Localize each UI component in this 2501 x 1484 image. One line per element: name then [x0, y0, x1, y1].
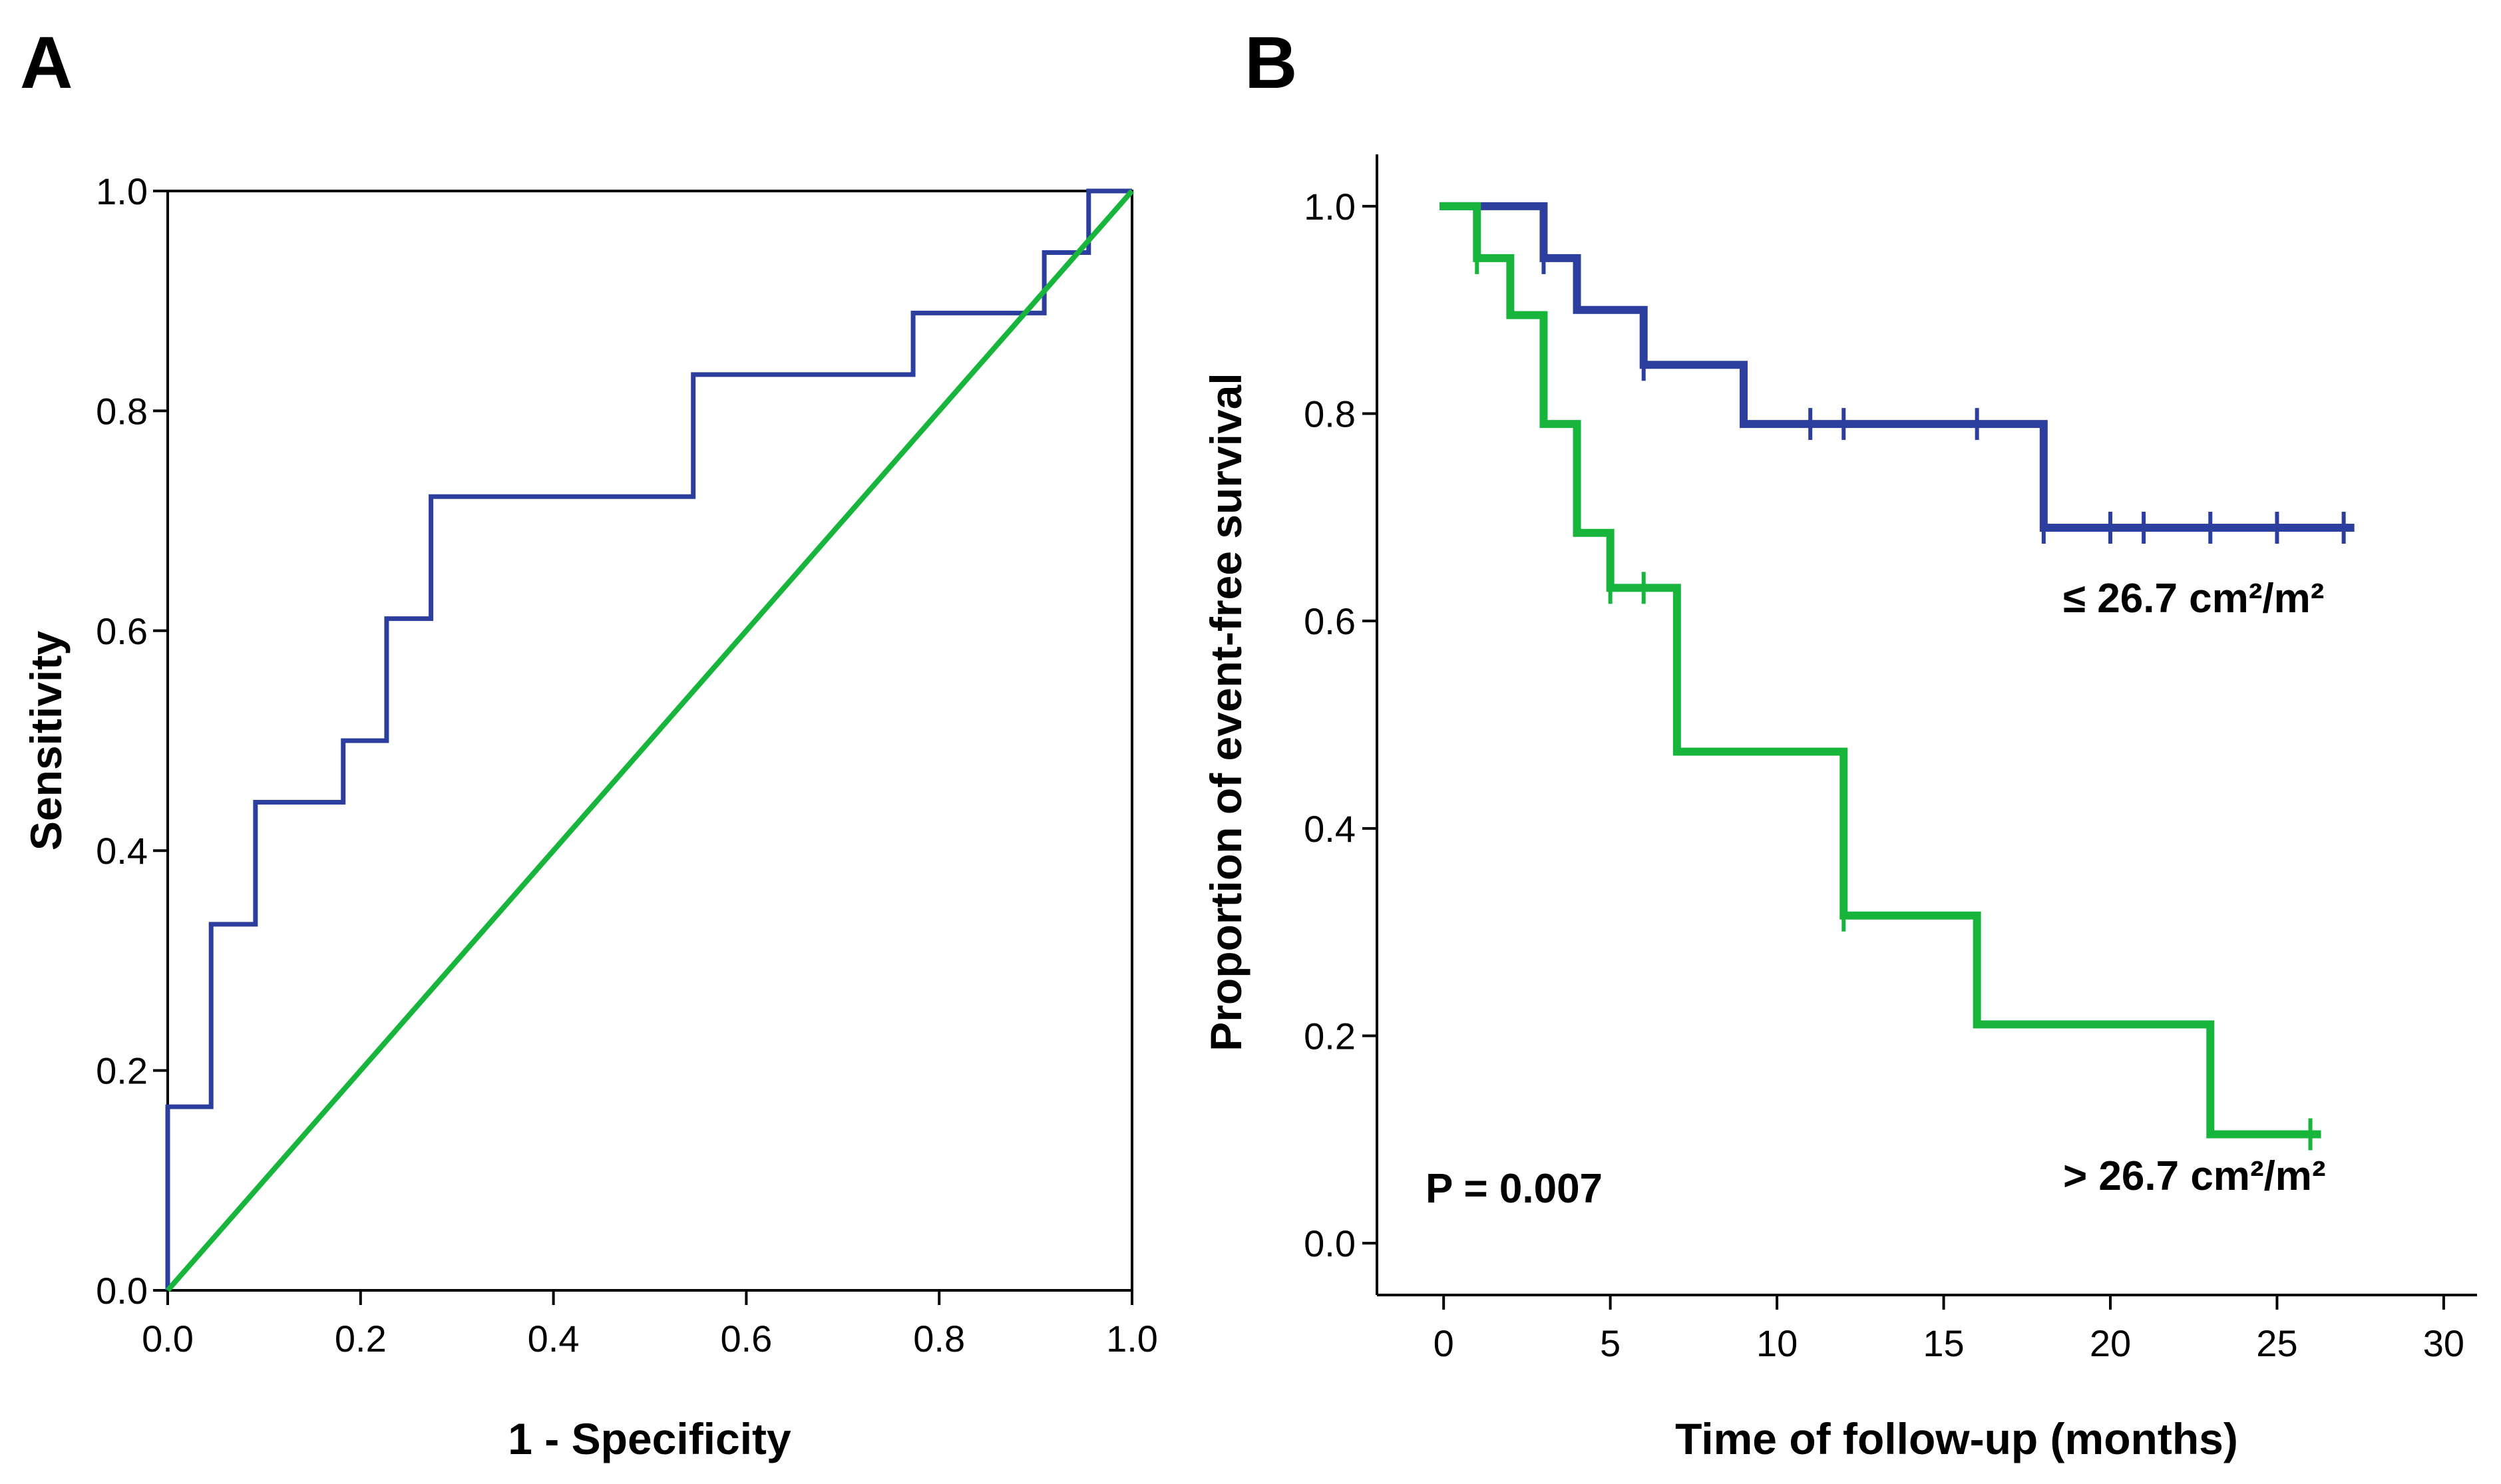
roc-x-tick-label: 0.6	[720, 1318, 772, 1360]
km-x-tick-label: 20	[2090, 1322, 2131, 1364]
roc-x-tick-label: 0.0	[142, 1318, 194, 1360]
roc-chart: 0.0 0.2 0.4 0.6 0.8 1.0 0.0 0.2 0.4 0.6 0.8 1.0 1 -…	[21, 170, 1158, 1463]
roc-y-tick-label: 1.0	[96, 170, 148, 212]
km-x-axis-title: Time of follow-up (months)	[1675, 1414, 2238, 1463]
panel-b-label: B	[1245, 22, 1297, 104]
roc-x-tick-label: 0.2	[335, 1318, 387, 1360]
km-y-tick-label: 0.0	[1304, 1222, 1356, 1264]
roc-x-tick-label: 1.0	[1106, 1318, 1158, 1360]
km-curve-2	[1440, 202, 2321, 1139]
survival-chart: 0 5 10 15 20 25 30 0.0 0.2 0.4 0.6 0.8 1.0 ≤ 26.7 cm…	[1201, 154, 2477, 1463]
roc-ticks: 0.0 0.2 0.4 0.6 0.8 1.0 0.0 0.2 0.4 0.6 0.8 1.0	[96, 170, 1158, 1360]
roc-x-tick-label: 0.4	[528, 1318, 580, 1360]
km-x-tick-label: 15	[1923, 1322, 1964, 1364]
reference-line	[165, 189, 1135, 1292]
roc-curve	[165, 188, 1132, 1290]
km-y-tick-label: 0.4	[1304, 808, 1356, 850]
km-x-tick-label: 10	[1756, 1322, 1798, 1364]
roc-y-tick-label: 0.8	[96, 390, 148, 432]
roc-x-axis-title: 1 - Specificity	[508, 1414, 791, 1463]
panel-a-label: A	[20, 22, 73, 104]
km-ticks: 0 5 10 15 20 25 30 0.0 0.2 0.4 0.6 0.8 1.0	[1304, 186, 2464, 1364]
roc-y-tick-label: 0.0	[96, 1270, 148, 1312]
roc-plot-frame	[166, 190, 1133, 1292]
roc-y-tick-label: 0.6	[96, 610, 148, 652]
p-value-annotation: P = 0.007	[1426, 1166, 1603, 1212]
km-y-tick-label: 0.8	[1304, 393, 1356, 435]
km-x-tick-label: 0	[1434, 1322, 1454, 1364]
roc-y-tick-label: 0.4	[96, 830, 148, 872]
km-x-tick-label: 25	[2256, 1322, 2297, 1364]
km-y-tick-label: 0.2	[1304, 1015, 1356, 1057]
km-x-tick-label: 30	[2423, 1322, 2464, 1364]
km-y-axis-title: Proportion of event-free survival	[1201, 373, 1250, 1051]
roc-y-axis-title: Sensitivity	[21, 631, 71, 850]
km-series-1-label: ≤ 26.7 cm²/m²	[2063, 576, 2324, 622]
roc-y-tick-label: 0.2	[96, 1050, 148, 1092]
km-series	[1440, 202, 2355, 1151]
roc-series	[165, 188, 1135, 1292]
km-series-2-label: > 26.7 cm²/m²	[2063, 1153, 2326, 1199]
km-y-tick-label: 1.0	[1304, 186, 1356, 228]
roc-x-tick-label: 0.8	[913, 1318, 965, 1360]
km-y-tick-label: 0.6	[1304, 600, 1356, 642]
km-x-tick-label: 5	[1600, 1322, 1621, 1364]
